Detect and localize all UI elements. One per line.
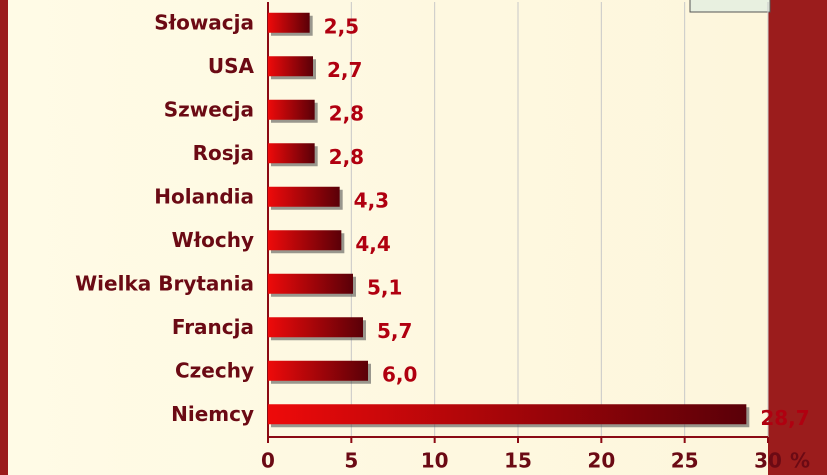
y-tick-label: USA [208,54,255,78]
bar [268,360,368,381]
x-tick-label: 25 [671,449,699,473]
plot-background [8,0,768,475]
y-tick-label: Rosja [193,141,254,165]
bar [268,230,342,251]
bar [268,143,315,164]
y-tick-label: Czechy [175,358,254,382]
bar [268,99,315,120]
y-tick-label: Francja [172,315,254,339]
bar [268,404,747,425]
x-tick-label: 20 [587,449,615,473]
value-label: 2,8 [329,145,364,169]
value-label: 28,7 [760,406,809,430]
x-tick-label: 0 [261,449,275,473]
x-tick-label: 30 [754,449,782,473]
value-label: 5,1 [367,275,402,299]
value-label: 4,4 [355,232,390,256]
x-axis-label: % [790,449,810,473]
inset-box [689,0,771,13]
y-tick-label: Słowacja [154,10,254,34]
value-label: 5,7 [377,319,412,343]
x-tick-label: 15 [504,449,532,473]
bar [268,273,353,294]
x-tick-label: 5 [344,449,358,473]
bar [268,56,313,77]
y-tick-label: Holandia [154,184,254,208]
bar [268,186,340,207]
y-tick-label: Wielka Brytania [75,271,254,295]
value-label: 2,5 [324,14,359,38]
value-label: 2,8 [329,101,364,125]
value-label: 4,3 [354,188,389,212]
value-label: 2,7 [327,58,362,82]
y-tick-label: Szwecja [164,97,254,121]
y-tick-label: Włochy [172,228,254,252]
bar [268,12,310,33]
value-label: 6,0 [382,362,417,386]
bar [268,317,363,338]
y-tick-label: Niemcy [171,402,254,426]
x-tick-label: 10 [421,449,449,473]
